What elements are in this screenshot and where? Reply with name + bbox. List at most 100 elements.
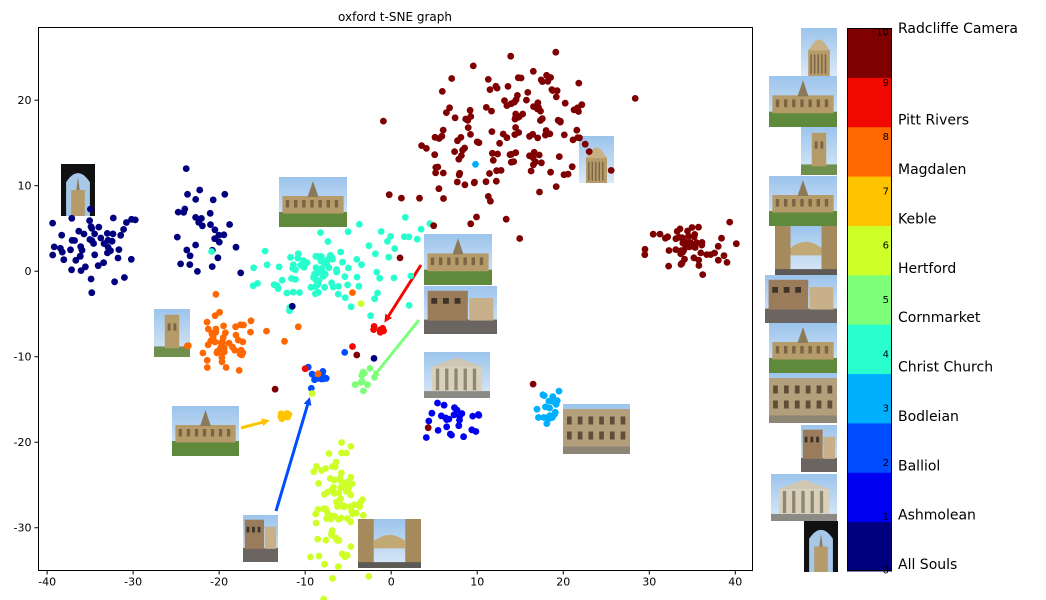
x-tick-label: -20 [210,576,228,589]
scatter-point [552,48,560,56]
scatter-point [186,252,194,260]
scatter-point [180,209,188,216]
scatter-point [94,262,102,270]
scatter-point [91,230,98,238]
scatter-point [461,181,469,189]
scatter-point [209,196,217,204]
scatter-point [486,86,494,93]
scatter-point [432,169,439,177]
scatter-point [109,230,117,238]
scatter-point [385,253,393,261]
scatter-point [345,264,352,272]
scatter-point [329,463,336,470]
x-tick-label: -30 [124,576,142,589]
scatter-point [484,76,492,83]
scatter-point [552,93,560,101]
scatter-point [682,238,689,246]
scatter-point [472,428,480,435]
scatter-point [312,283,320,290]
scatter-point [359,512,367,519]
colorbar-segment [847,28,892,78]
scatter-point [443,109,450,116]
scatter-point [174,208,182,216]
scatter-point [87,223,95,231]
scatter-point [343,449,350,457]
scatter-point [348,480,356,488]
scatter-point [401,213,409,221]
scatter-point [82,263,89,271]
scatter-point [331,512,338,520]
scatter-point [58,231,66,239]
scatter-point [343,478,351,486]
photo-thumbnail [243,515,278,562]
scatter-point [456,169,464,177]
scatter-point [714,256,722,264]
scatter-point [314,535,322,543]
scatter-point [203,356,211,364]
scatter-point [326,475,334,482]
y-axis: 20 10 0 -10 -20 -30 [14,94,39,535]
scatter-point [355,220,363,228]
scatter-point [88,289,96,297]
scatter-point [86,236,94,243]
scatter-point [391,245,399,253]
scatter-point [443,416,451,423]
scatter-point [108,237,116,245]
scatter-point [688,224,696,231]
scatter-point [347,543,355,550]
scatter-point [322,505,330,513]
colorbar: 0 1 2 3 4 5 6 7 8 9 10 All Souls Ashmolean Balliol Bod… [847,21,1018,577]
scatter-point [335,282,342,290]
scatter-point [324,238,332,245]
scatter-point [288,302,296,310]
scatter-point [424,424,432,432]
scatter-point [482,104,490,111]
scatter-point [488,107,495,115]
scatter-point [341,349,349,356]
scatter-point [317,229,324,237]
scatter-point [294,323,302,331]
scatter-point [387,233,394,240]
scatter-point [237,346,245,354]
y-tick-label: -20 [14,436,32,449]
scatter-point [296,289,303,296]
scatter-point [343,515,351,522]
scatter-point [493,84,501,92]
scatter-point [77,267,85,274]
scatter-point [535,151,543,159]
x-tick-label: -10 [296,576,314,589]
scatter-point [707,251,714,258]
scatter-point [534,99,542,107]
photo-thumbnail [424,286,497,334]
annotation-arrow [274,397,312,512]
scatter-point [49,219,56,227]
scatter-point [131,216,139,224]
colorbar-segment [847,422,892,473]
scatter-point [328,279,335,287]
colorbar-class-label: Bodleian [898,409,959,425]
scatter-point [697,249,705,257]
scatter-point [430,222,438,230]
scatter-point [691,244,699,251]
scatter-point [561,99,569,107]
scatter-point [220,348,228,356]
legend-photo-thumbnail [775,226,837,275]
scatter-point [344,281,351,289]
scatter-point [351,381,359,389]
scatter-point [237,269,245,277]
scatter-point [247,328,254,336]
scatter-point [365,242,373,250]
colorbar-class-label: All Souls [898,557,957,573]
y-tick-label: 0 [25,265,32,278]
scatter-point [439,169,447,177]
scatter-point [186,261,194,268]
scatter-point [462,115,470,123]
colorbar-tick-label: 7 [883,186,889,197]
scatter-point [527,167,535,175]
scatter-point [360,387,367,395]
scatter-point [373,268,381,276]
photo-thumbnail [424,234,492,285]
scatter-point [123,219,130,226]
scatter-point [469,62,477,70]
scatter-point [538,159,545,167]
